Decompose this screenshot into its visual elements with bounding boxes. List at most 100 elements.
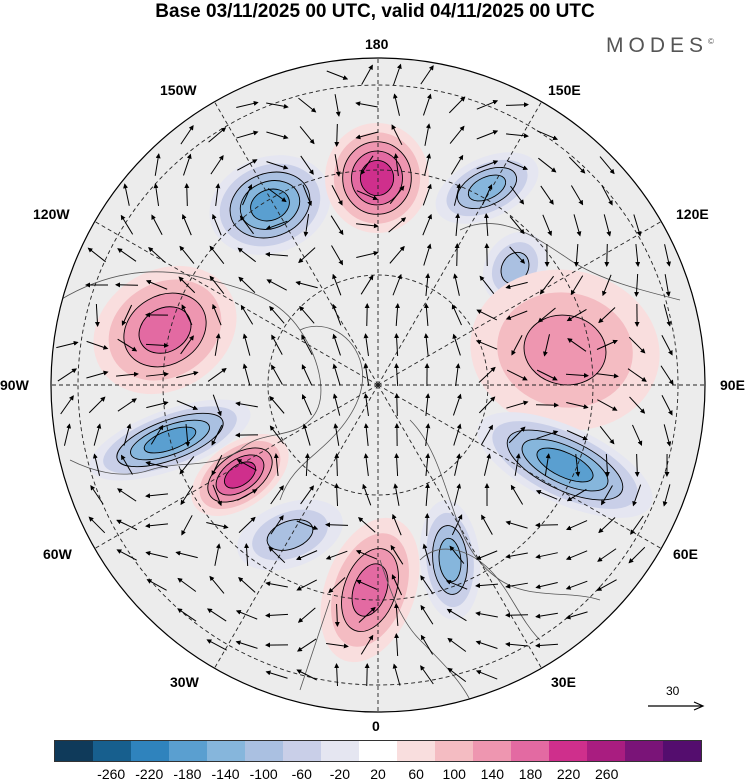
meridian-line xyxy=(212,98,379,386)
wind-vector xyxy=(447,637,467,652)
colorbar-swatch xyxy=(663,741,701,761)
wind-vector xyxy=(176,400,199,410)
wind-vector xyxy=(475,583,499,589)
wind-vector xyxy=(209,575,225,594)
wind-vector xyxy=(389,245,405,264)
wind-vector xyxy=(94,303,100,327)
latitude-circle xyxy=(77,84,679,686)
wind-vector xyxy=(535,581,558,590)
wind-vector xyxy=(63,423,72,446)
colorbar-swatch xyxy=(473,741,511,761)
wind-vector xyxy=(573,214,582,237)
wind-vector xyxy=(536,130,559,141)
wind-vector xyxy=(483,453,492,476)
wind-vector xyxy=(661,335,673,356)
wind-vector-layer xyxy=(56,63,674,687)
wind-vector xyxy=(299,126,315,145)
wind-vector xyxy=(116,371,139,377)
wind-vector xyxy=(211,424,223,446)
meridian-line xyxy=(377,219,665,386)
anomaly-neg-barents xyxy=(419,500,481,620)
wind-vector xyxy=(420,65,434,85)
wind-vector xyxy=(475,670,498,680)
wind-vector xyxy=(662,484,671,507)
coastline xyxy=(299,599,331,691)
wind-vector xyxy=(265,581,288,588)
lon-label-90e: 90E xyxy=(720,377,745,393)
wind-vector xyxy=(332,273,342,296)
wind-vector xyxy=(422,93,432,116)
wind-vector xyxy=(334,663,340,687)
wind-vector xyxy=(598,517,616,534)
wind-vector xyxy=(630,515,644,535)
wind-vector xyxy=(116,519,138,531)
wind-vector xyxy=(267,188,287,203)
wind-vector xyxy=(453,273,460,296)
wind-vector xyxy=(330,215,344,236)
wind-vector xyxy=(363,423,369,446)
wind-vector xyxy=(86,370,109,379)
wind-vector xyxy=(447,667,467,683)
wind-vector xyxy=(334,453,340,477)
wind-vector xyxy=(514,453,521,476)
wind-vector xyxy=(390,544,404,565)
wind-vector xyxy=(265,220,288,230)
wind-vector xyxy=(332,393,341,416)
colorbar-swatch xyxy=(283,741,321,761)
colorbar xyxy=(54,740,702,762)
wind-vector xyxy=(180,335,194,355)
anomaly-contour xyxy=(523,314,607,386)
wind-vector xyxy=(596,373,619,379)
wind-vector xyxy=(362,483,372,506)
wind-vector xyxy=(575,454,581,477)
wind-vector xyxy=(355,101,378,108)
wind-vector xyxy=(451,304,462,326)
colorbar-tick-label: 140 xyxy=(480,766,505,782)
wind-vector xyxy=(475,640,498,649)
anomaly-pos-scandinavia xyxy=(320,517,420,663)
wind-vector xyxy=(356,190,379,201)
wind-vector xyxy=(242,363,251,386)
wind-vector xyxy=(332,363,341,386)
wind-vector xyxy=(393,483,400,506)
wind-vector xyxy=(478,396,496,414)
wind-vector xyxy=(476,100,499,110)
wind-vector xyxy=(420,665,434,685)
wind-vector xyxy=(117,488,137,502)
wind-vector xyxy=(145,493,168,499)
map-border xyxy=(50,57,706,713)
wind-vector xyxy=(265,670,288,679)
wind-vector xyxy=(356,250,379,259)
wind-vector xyxy=(296,520,319,530)
lon-label-180: 180 xyxy=(365,36,389,52)
wind-vector xyxy=(179,245,195,264)
wind-vector xyxy=(297,607,316,623)
meridian-line xyxy=(377,384,544,672)
wind-vector xyxy=(334,603,340,627)
wind-vector xyxy=(476,309,498,321)
meridian-line xyxy=(91,384,379,551)
wind-vector xyxy=(601,185,613,206)
wind-vector xyxy=(510,185,525,205)
wind-vector xyxy=(179,456,195,475)
wind-vector xyxy=(597,399,618,411)
anomaly-contour xyxy=(359,159,395,197)
wind-vector xyxy=(235,640,258,649)
wind-vector xyxy=(331,184,343,206)
wind-vector xyxy=(573,243,579,267)
wind-vector xyxy=(393,603,399,627)
wind-vector xyxy=(422,543,431,566)
brand-text: MODES xyxy=(606,34,709,57)
colorbar-tick-label: 20 xyxy=(370,766,386,782)
wind-vector xyxy=(509,246,526,264)
wind-vector xyxy=(145,460,168,468)
colorbar-swatch xyxy=(435,741,473,761)
wind-vector xyxy=(479,275,495,294)
wind-vector xyxy=(184,183,190,207)
wind-vector xyxy=(565,580,588,590)
wind-vector xyxy=(505,520,528,529)
colorbar-swatch xyxy=(245,741,283,761)
wind-vector xyxy=(326,70,349,80)
wind-vector xyxy=(238,516,256,533)
wind-vector xyxy=(596,579,617,591)
